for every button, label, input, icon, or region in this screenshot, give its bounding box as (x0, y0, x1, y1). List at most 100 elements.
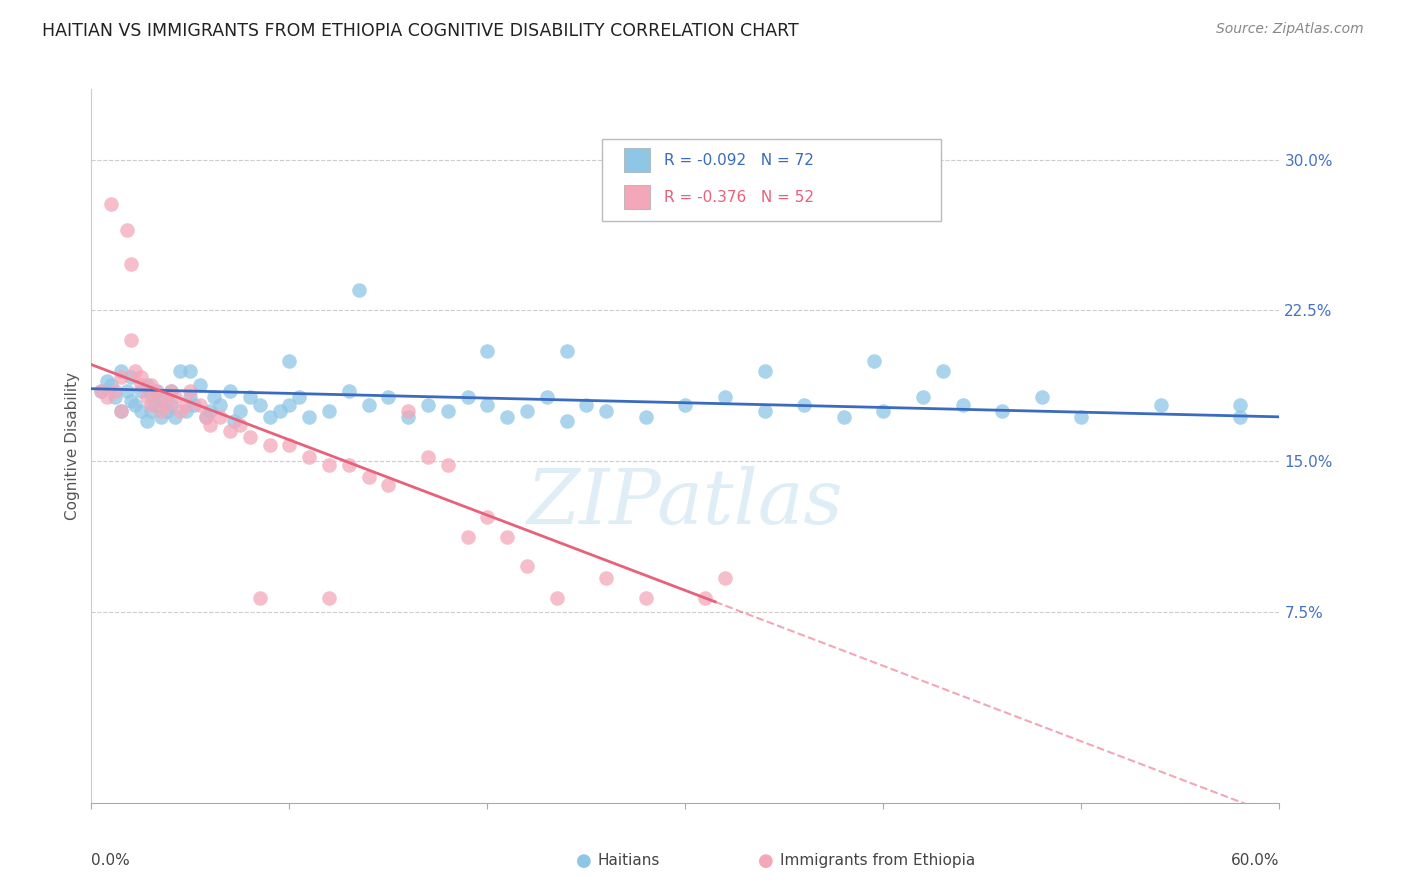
Point (278, 353, 301, 368)
Point (176, 404, 198, 418)
Point (347, 283, 370, 297)
Text: R = -0.376   N = 52: R = -0.376 N = 52 (664, 190, 814, 204)
Point (188, 398, 211, 412)
Point (149, 409, 172, 424)
Point (176, 398, 198, 412)
Point (1150, 398, 1173, 412)
Point (952, 398, 974, 412)
Point (179, 384, 201, 398)
Point (124, 398, 146, 412)
Point (1229, 398, 1251, 412)
Point (318, 591, 340, 605)
Point (595, 571, 617, 585)
Point (477, 343, 499, 358)
Point (96, 374, 118, 388)
Point (673, 398, 696, 412)
Point (595, 404, 617, 418)
Point (120, 369, 142, 384)
Point (288, 390, 311, 404)
Text: Haitians: Haitians (598, 854, 659, 868)
Point (575, 398, 598, 412)
Point (278, 398, 301, 412)
Point (357, 398, 380, 412)
Point (135, 414, 157, 428)
Point (179, 363, 201, 377)
Point (219, 424, 242, 438)
Point (100, 377, 122, 392)
Point (149, 393, 172, 408)
Point (139, 377, 162, 392)
Point (318, 458, 340, 472)
Point (991, 404, 1014, 418)
Point (872, 404, 894, 418)
Point (104, 384, 127, 398)
Point (110, 404, 132, 418)
Point (377, 478, 399, 492)
Text: ●: ● (575, 852, 592, 870)
Point (96, 390, 118, 404)
Point (169, 363, 191, 377)
Point (195, 409, 218, 424)
Text: Immigrants from Ethiopia: Immigrants from Ethiopia (780, 854, 976, 868)
Point (145, 384, 167, 398)
Point (516, 558, 538, 573)
Point (159, 384, 181, 398)
Point (793, 398, 815, 412)
Point (129, 377, 152, 392)
Point (163, 390, 186, 404)
Point (124, 363, 146, 377)
Point (120, 393, 142, 408)
Point (149, 390, 172, 404)
Point (195, 409, 218, 424)
Point (129, 384, 152, 398)
Point (555, 343, 578, 358)
Text: R = -0.092   N = 72: R = -0.092 N = 72 (664, 153, 814, 168)
Point (1070, 409, 1092, 424)
Point (457, 531, 479, 545)
Point (555, 414, 578, 428)
Point (477, 510, 499, 524)
Point (377, 390, 399, 404)
Point (259, 409, 281, 424)
Point (183, 398, 205, 412)
Point (695, 591, 717, 605)
Point (104, 390, 127, 404)
Point (932, 363, 955, 377)
Point (188, 377, 211, 392)
Point (436, 458, 458, 472)
Point (298, 450, 321, 464)
Point (115, 223, 138, 237)
Point (416, 450, 439, 464)
Bar (624, 186, 650, 209)
Point (156, 398, 179, 412)
Point (156, 404, 179, 418)
Point (396, 409, 419, 424)
Point (229, 404, 252, 418)
FancyBboxPatch shape (602, 139, 941, 221)
Point (1031, 390, 1053, 404)
Point (120, 334, 142, 348)
Point (90, 384, 112, 398)
Point (239, 390, 262, 404)
Point (229, 417, 252, 432)
Point (477, 398, 499, 412)
Point (139, 404, 162, 418)
Point (754, 404, 776, 418)
Point (634, 409, 657, 424)
Point (396, 404, 419, 418)
Point (120, 257, 142, 271)
Point (222, 414, 245, 428)
Text: Source: ZipAtlas.com: Source: ZipAtlas.com (1216, 22, 1364, 37)
Point (159, 398, 181, 412)
Point (337, 458, 360, 472)
Point (129, 369, 152, 384)
Point (179, 390, 201, 404)
Point (169, 404, 191, 418)
Text: 60.0%: 60.0% (1232, 853, 1279, 868)
Point (200, 404, 222, 418)
Point (249, 398, 271, 412)
Point (436, 404, 458, 418)
Point (115, 384, 138, 398)
Point (249, 591, 271, 605)
Point (318, 404, 340, 418)
